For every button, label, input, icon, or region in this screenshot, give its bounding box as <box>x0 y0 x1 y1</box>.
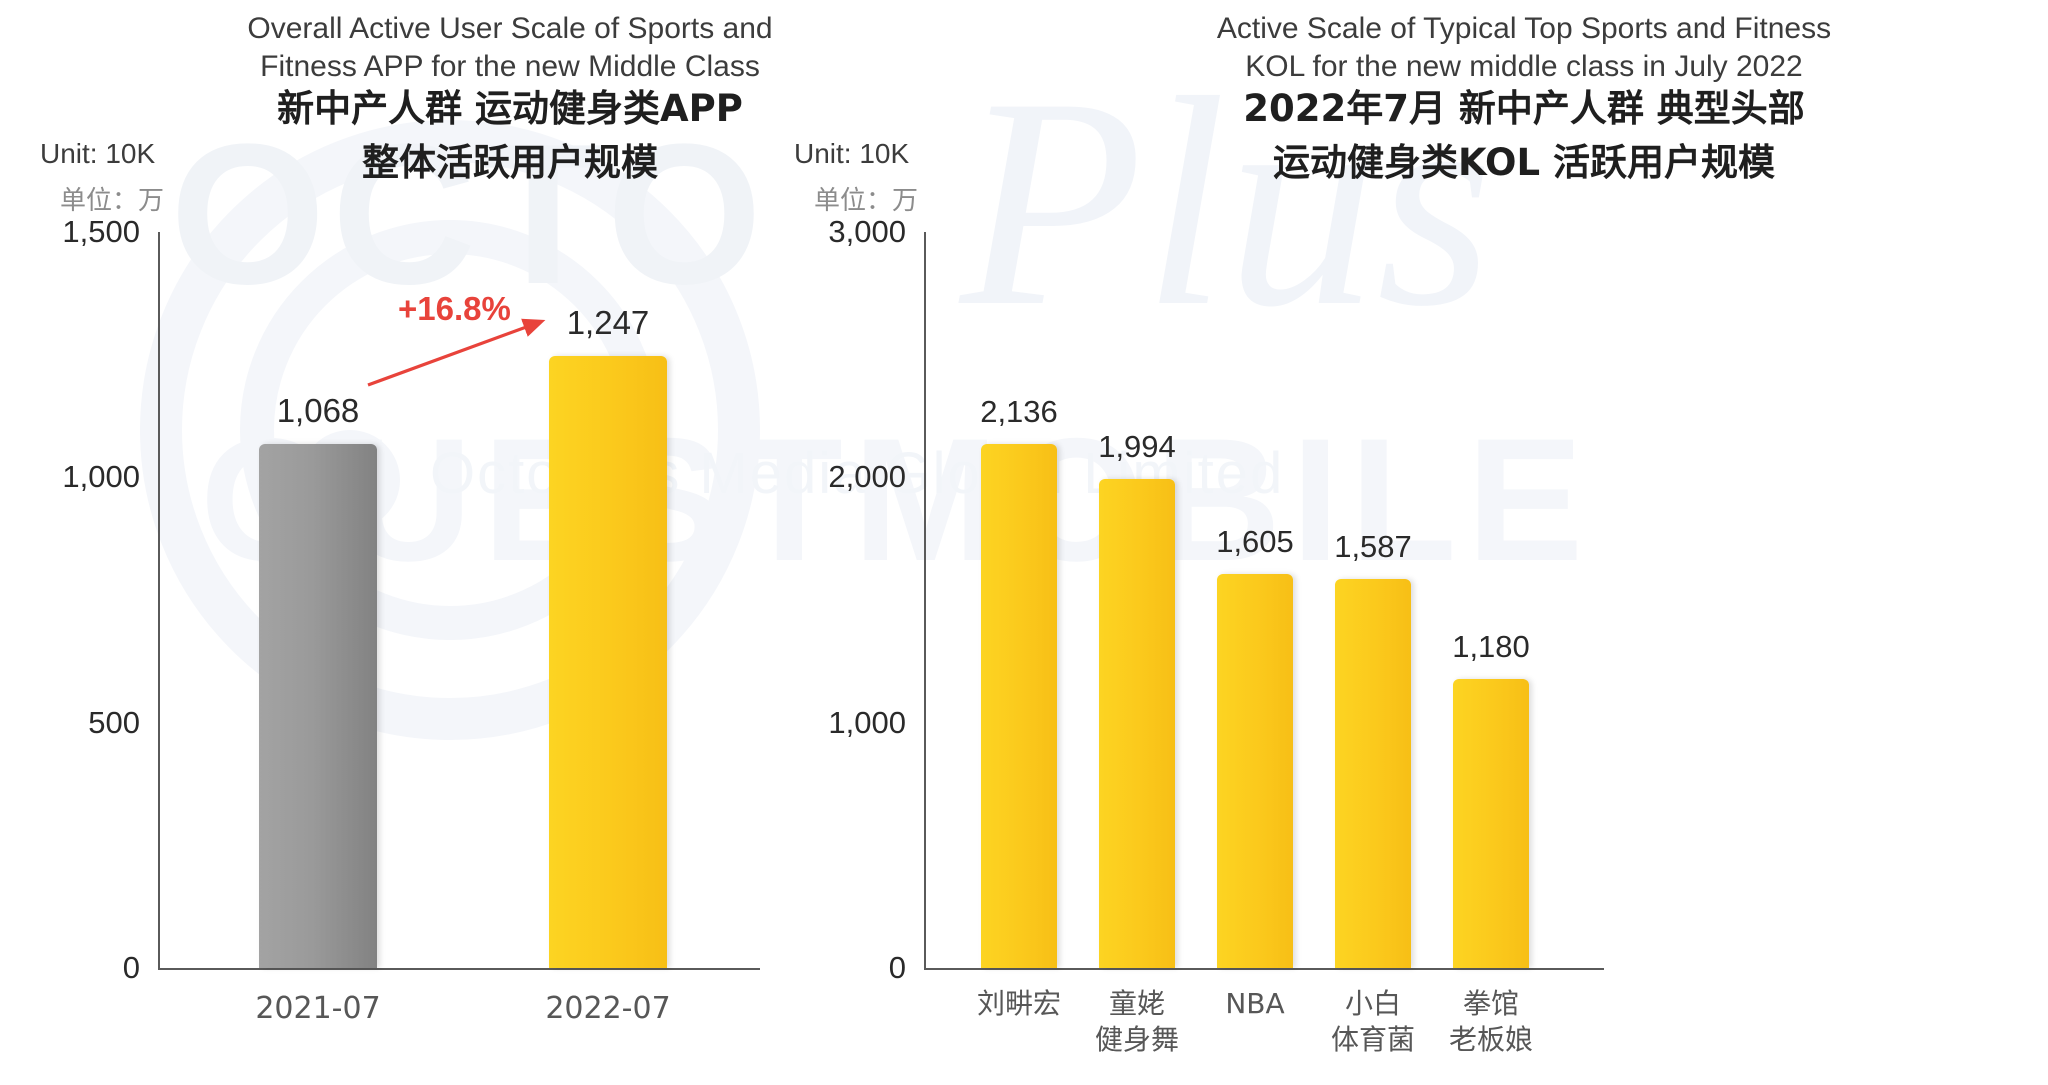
bar[interactable] <box>1217 574 1293 968</box>
right-unit-cn: 单位：万 <box>814 186 919 216</box>
category-label: 2022-07 <box>545 991 671 1026</box>
right-y-axis <box>924 232 926 970</box>
left-title-en: Overall Active User Scale of Sports and … <box>247 12 773 83</box>
right-x-axis <box>924 968 1604 970</box>
category-label: 拳馆 老板娘 <box>1448 987 1533 1056</box>
y-tick-label: 3,000 <box>828 214 906 249</box>
bar[interactable] <box>981 443 1057 968</box>
left-unit-en: Unit: 10K <box>40 138 156 169</box>
right-title-cn-line1: 2022年7月 新中产人群 典型头部 <box>1243 87 1805 130</box>
category-label: 2021-07 <box>255 991 381 1026</box>
y-tick-label: 1,000 <box>828 704 906 740</box>
bar-value-label: 1,605 <box>1216 524 1294 560</box>
right-unit-en: Unit: 10K <box>794 138 910 169</box>
category-label: 小白 体育菌 <box>1330 987 1415 1056</box>
bar-value-label: 1,068 <box>276 391 360 429</box>
bar[interactable] <box>1099 478 1175 968</box>
bar-value-label: 1,994 <box>1098 428 1176 464</box>
category-label: NBA <box>1225 987 1285 1020</box>
bar-value-label: 1,180 <box>1452 628 1530 664</box>
left-x-axis <box>158 968 760 970</box>
growth-arrow-icon <box>367 318 546 387</box>
bar[interactable] <box>1453 678 1529 968</box>
y-tick-label: 1,000 <box>62 459 140 495</box>
right-chart-panel: Active Scale of Typical Top Sports and F… <box>794 0 2048 1085</box>
growth-rate-label: +16.8% <box>398 290 511 327</box>
right-title-cn-line2: 运动健身类KOL 活跃用户规模 <box>1273 141 1775 184</box>
bar[interactable] <box>1335 578 1411 968</box>
y-tick-label: 2,000 <box>828 459 906 495</box>
y-tick-label: 500 <box>88 704 140 740</box>
right-plot-area: 0 1,000 2,000 3,000 2,136 1,994 1,605 1,587 1,1… <box>828 0 2048 1085</box>
right-title-en: Active Scale of Typical Top Sports and F… <box>1216 12 1832 83</box>
y-tick-label: 1,500 <box>62 214 140 249</box>
category-label: 刘畊宏 <box>976 987 1061 1020</box>
y-tick-label: 0 <box>122 950 140 985</box>
category-label: 童姥 健身舞 <box>1094 987 1179 1056</box>
bar-value-label: 2,136 <box>980 393 1058 429</box>
y-tick-label: 0 <box>888 950 906 985</box>
bar-value-label: 1,587 <box>1334 528 1412 564</box>
